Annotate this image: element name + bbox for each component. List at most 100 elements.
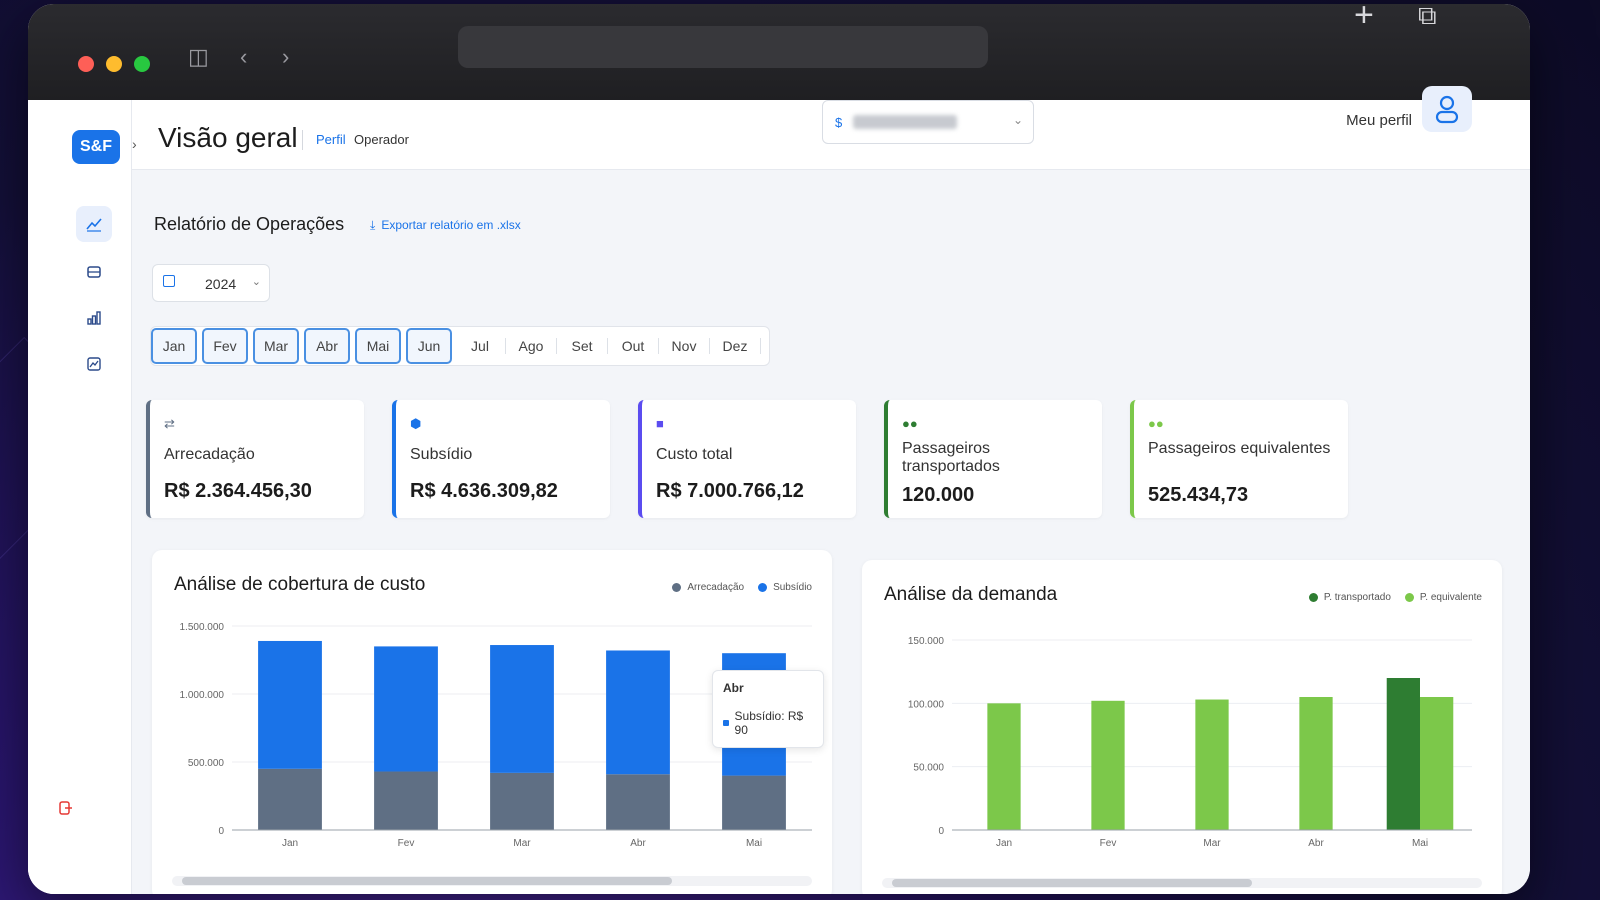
cost-coverage-card: Análise de cobertura de custo Arrecadaçã…	[152, 550, 832, 894]
chart-scrollbar[interactable]	[172, 876, 812, 886]
legend-label: P. transportado	[1323, 592, 1391, 603]
scrollbar-thumb[interactable]	[182, 877, 672, 885]
tooltip-value: Subsídio: R$ 90	[734, 709, 804, 737]
tab-overview-icon[interactable]: ⧉	[1418, 4, 1437, 30]
bar-subsídio[interactable]	[606, 650, 670, 775]
new-tab-icon[interactable]: +	[1354, 4, 1374, 34]
bar-subsídio[interactable]	[374, 646, 438, 772]
bar-p-equivalente[interactable]	[1299, 697, 1333, 830]
x-tick-label: Fev	[1100, 838, 1117, 849]
kpi-label: Custo total	[656, 446, 733, 463]
currency-icon: $	[835, 115, 843, 130]
y-tick-label: 500.000	[188, 758, 225, 769]
bar-arrecadação[interactable]	[258, 768, 322, 830]
kpi-row: ⇄ Arrecadação R$ 2.364.456,30 ⬢ Subsídio R$ 4…	[146, 400, 1348, 522]
y-tick-label: 0	[218, 826, 224, 837]
back-arrow-icon[interactable]: ‹	[240, 44, 248, 69]
role-value: Operador	[354, 132, 409, 147]
month-out[interactable]: Out	[610, 328, 659, 364]
minimize-window-button[interactable]	[106, 56, 122, 72]
year-select[interactable]: 2024 ⌄	[152, 264, 270, 302]
month-mai[interactable]: Mai	[355, 328, 401, 364]
kpi-label: Passageiros equivalentes	[1148, 440, 1331, 457]
bar-p-equivalente[interactable]	[987, 703, 1021, 830]
month-abr[interactable]: Abr	[304, 328, 350, 364]
sidebar-item-reports[interactable]	[76, 300, 112, 336]
legend-item: Subsídio	[758, 582, 812, 593]
user-icon	[1435, 95, 1459, 124]
sidebar-item-analytics[interactable]	[76, 346, 112, 382]
sidebar-toggle-icon[interactable]: ◫	[188, 44, 209, 69]
x-tick-label: Mar	[513, 838, 531, 849]
maximize-window-button[interactable]	[134, 56, 150, 72]
bar-arrecadação[interactable]	[374, 771, 438, 830]
browser-titlebar: ◫ ‹ › + ⧉	[28, 4, 1530, 100]
month-ago[interactable]: Ago	[508, 328, 557, 364]
bar-p-equivalente[interactable]	[1420, 697, 1454, 830]
month-set[interactable]: Set	[559, 328, 608, 364]
legend-item: Arrecadação	[672, 582, 744, 593]
company-select[interactable]: $ ⌄	[822, 100, 1034, 144]
bar-arrecadação[interactable]	[490, 772, 554, 830]
month-jul[interactable]: Jul	[457, 328, 506, 364]
month-fev[interactable]: Fev	[202, 328, 248, 364]
x-tick-label: Abr	[630, 838, 646, 849]
logout-icon[interactable]	[58, 800, 74, 821]
chart-legend: P. transportado P. equivalente	[1308, 592, 1482, 603]
tooltip-title: Abr	[723, 681, 744, 695]
sidebar-item-inbox[interactable]	[76, 254, 112, 290]
x-tick-label: Abr	[1308, 838, 1324, 849]
month-dez[interactable]: Dez	[712, 328, 761, 364]
month-nov[interactable]: Nov	[661, 328, 710, 364]
demand-card: Análise da demanda P. transportado P. equ…	[862, 560, 1502, 894]
report-title: Relatório de Operações	[154, 214, 345, 234]
month-mar[interactable]: Mar	[253, 328, 299, 364]
bar-arrecadação[interactable]	[722, 775, 786, 830]
year-value: 2024	[205, 276, 237, 292]
bar-subsídio[interactable]	[258, 640, 322, 769]
address-bar[interactable]	[458, 26, 988, 68]
legend-dot	[1404, 593, 1414, 602]
bar-chart-icon	[87, 311, 101, 325]
sidebar-item-overview[interactable]	[76, 206, 112, 242]
kpi-value: R$ 7.000.766,12	[656, 480, 804, 502]
legend-label: Subsídio	[773, 582, 812, 593]
role-label: Perfil	[316, 132, 346, 147]
legend-dot	[1308, 593, 1318, 602]
bar-p-equivalente[interactable]	[1091, 700, 1125, 830]
kpi-value: 525.434,73	[1148, 484, 1249, 506]
export-xlsx-link[interactable]: ⤓ Exportar relatório em .xlsx	[370, 218, 521, 233]
bar-p-transportado[interactable]	[1386, 678, 1420, 830]
close-window-button[interactable]	[78, 56, 94, 72]
bar-subsídio[interactable]	[490, 645, 554, 773]
shield-icon: ⬢	[410, 416, 422, 431]
legend-label: Arrecadação	[687, 582, 745, 593]
x-tick-label: Mai	[1412, 838, 1428, 849]
line-chart-icon	[86, 218, 102, 232]
chart-scrollbar[interactable]	[882, 878, 1482, 888]
kpi-card: ⇄ Arrecadação R$ 2.364.456,30	[146, 400, 364, 518]
chevron-down-icon: ⌄	[251, 276, 261, 288]
scrollbar-thumb[interactable]	[892, 879, 1252, 887]
wallet-icon: ■	[656, 416, 664, 431]
transfer-icon: ⇄	[164, 416, 175, 431]
profile-label[interactable]: Meu perfil	[1346, 112, 1412, 129]
analytics-icon	[87, 357, 101, 371]
main-content: Relatório de Operações ⤓ Exportar relatór…	[132, 170, 1530, 894]
export-label: Exportar relatório em .xlsx	[381, 218, 521, 232]
month-jun[interactable]: Jun	[406, 328, 452, 364]
app-container: S&F › Visão geral Perfil Operador	[28, 86, 1530, 894]
y-tick-label: 150.000	[908, 636, 945, 647]
avatar[interactable]	[1422, 86, 1472, 132]
breadcrumb-chevron-icon: ›	[132, 136, 137, 152]
chart-tooltip: Abr Subsídio: R$ 90	[712, 670, 824, 748]
legend-dot	[758, 583, 768, 592]
bar-p-equivalente[interactable]	[1195, 699, 1229, 830]
cost-coverage-chart: 1.500.000 1.000.000 500.000 0 Jan Fev Mar Abr Ma…	[180, 622, 812, 849]
bar-arrecadação[interactable]	[606, 774, 670, 830]
forward-arrow-icon[interactable]: ›	[282, 44, 290, 69]
chart-legend: Arrecadação Subsídio	[672, 582, 812, 593]
month-jan[interactable]: Jan	[151, 328, 197, 364]
kpi-label: Arrecadação	[164, 446, 255, 463]
kpi-value: R$ 2.364.456,30	[164, 480, 312, 502]
